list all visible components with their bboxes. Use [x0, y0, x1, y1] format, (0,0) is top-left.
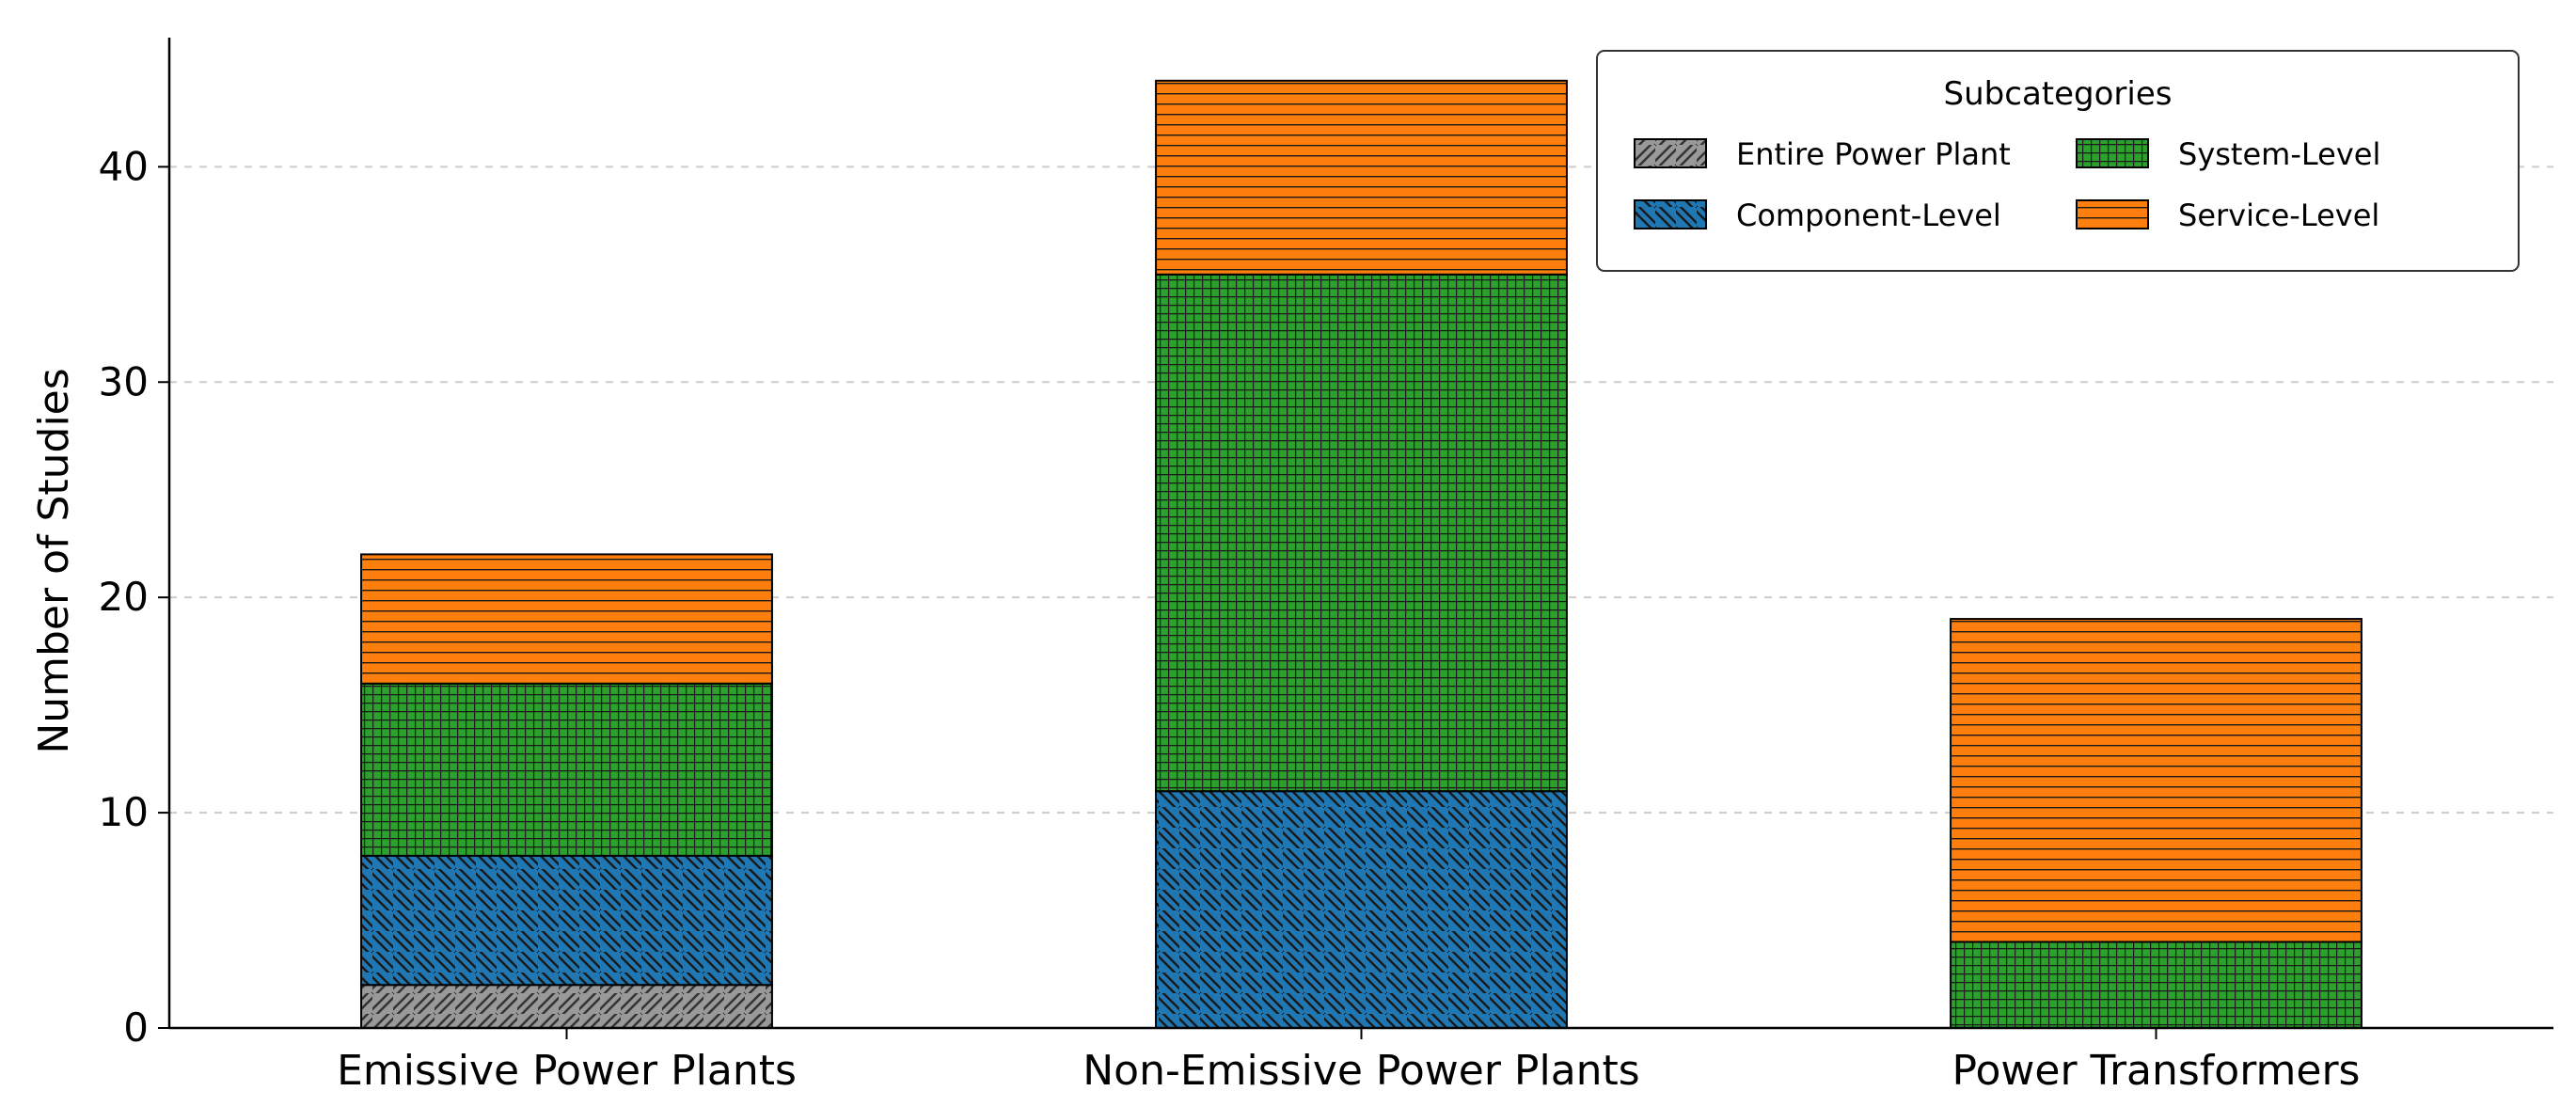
y-tick-label: 0 [123, 1004, 149, 1051]
bar-segment-service-level [1155, 79, 1568, 276]
legend-entry-label: Service-Level [2178, 198, 2379, 233]
axes: 0 10 20 30 40 Emissive Power Plants Non-Emissi… [30, 38, 2553, 1095]
bar-segment-system-level [360, 682, 773, 857]
y-tick-label: 40 [99, 143, 149, 189]
bar-segment-system-level [1155, 273, 1568, 793]
bar-segment-component-level [1155, 790, 1568, 1030]
legend-entry-label: System-Level [2178, 136, 2380, 172]
legend-title: Subcategories [1944, 75, 2173, 113]
bar-segment-component-level [360, 854, 773, 987]
legend-entry-label: Component-Level [1736, 198, 2001, 233]
x-tick-label: Emissive Power Plants [337, 1047, 797, 1095]
y-tick-label: 30 [99, 358, 149, 404]
bar-segment-system-level [1950, 941, 2363, 1029]
bar-segment-entire-power-plant [360, 984, 773, 1030]
legend-box [1596, 50, 2520, 272]
legend-swatch [1634, 138, 1707, 168]
legend-entry-label: Entire Power Plant [1736, 136, 2011, 172]
legend-swatch [1634, 199, 1707, 229]
bar-segment-service-level [360, 553, 773, 685]
y-axis-label: Number of Studies [30, 368, 78, 753]
legend-swatch [2076, 199, 2149, 229]
x-tick-label: Non-Emissive Power Plants [1083, 1047, 1639, 1095]
bars [360, 79, 2363, 1030]
bar-segment-service-level [1950, 618, 2363, 943]
y-tick-label: 10 [99, 789, 149, 835]
legend-swatch [2076, 138, 2149, 168]
legend: Subcategories Entire Power Plant Component… [1596, 50, 2520, 272]
y-tick-label: 20 [99, 574, 149, 620]
x-tick-label: Power Transformers [1952, 1047, 2361, 1095]
